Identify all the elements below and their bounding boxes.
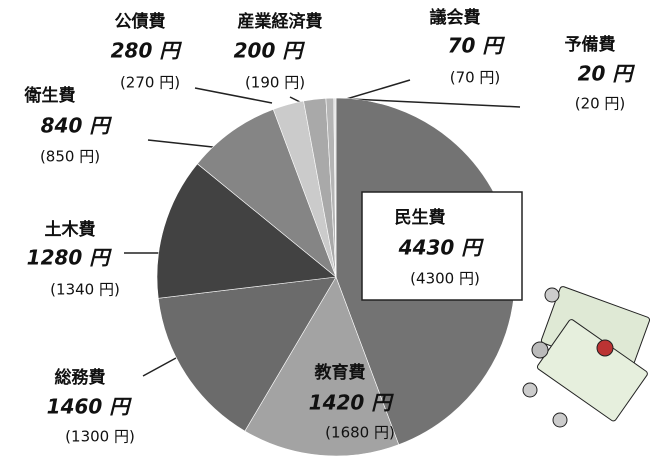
value-label: 1280 円 — [27, 246, 113, 270]
previous-label: (70 円) — [450, 69, 501, 87]
chart: 民生費 4430 円 (4300 円) 教育費 1420 円 (1680 円) 総務費 146… — [0, 0, 653, 461]
previous-label: (1300 円) — [65, 428, 135, 446]
previous-label: (1680 円) — [325, 424, 395, 442]
value-label: 840 円 — [41, 114, 113, 138]
category-label: 総務費 — [55, 367, 106, 388]
category-label: 衛生費 — [24, 85, 76, 106]
category-label: 産業経済費 — [238, 11, 323, 32]
category-label: 民生費 — [395, 207, 446, 228]
previous-label: (20 円) — [575, 95, 626, 113]
value-label: 1460 円 — [47, 395, 133, 419]
value-label: 4430 円 — [398, 236, 485, 260]
previous-label: (850 円) — [40, 148, 100, 166]
previous-label: (190 円) — [245, 74, 305, 92]
value-label: 200 円 — [234, 39, 306, 63]
value-label: 70 円 — [448, 34, 506, 58]
leader-line — [343, 80, 410, 100]
money-illustration — [523, 286, 650, 427]
previous-label: (270 円) — [120, 74, 180, 92]
category-label: 公債費 — [115, 11, 166, 32]
leader-line — [148, 140, 222, 148]
previous-label: (4300 円) — [410, 270, 480, 288]
category-label: 教育費 — [314, 362, 366, 383]
category-label: 議会費 — [430, 7, 481, 28]
leader-line — [143, 358, 176, 376]
category-label: 土木費 — [45, 219, 96, 240]
category-label: 予備費 — [565, 34, 616, 55]
value-label: 20 円 — [578, 62, 636, 86]
previous-label: (1340 円) — [50, 281, 120, 299]
value-label: 1420 円 — [309, 391, 395, 415]
value-label: 280 円 — [111, 39, 183, 63]
